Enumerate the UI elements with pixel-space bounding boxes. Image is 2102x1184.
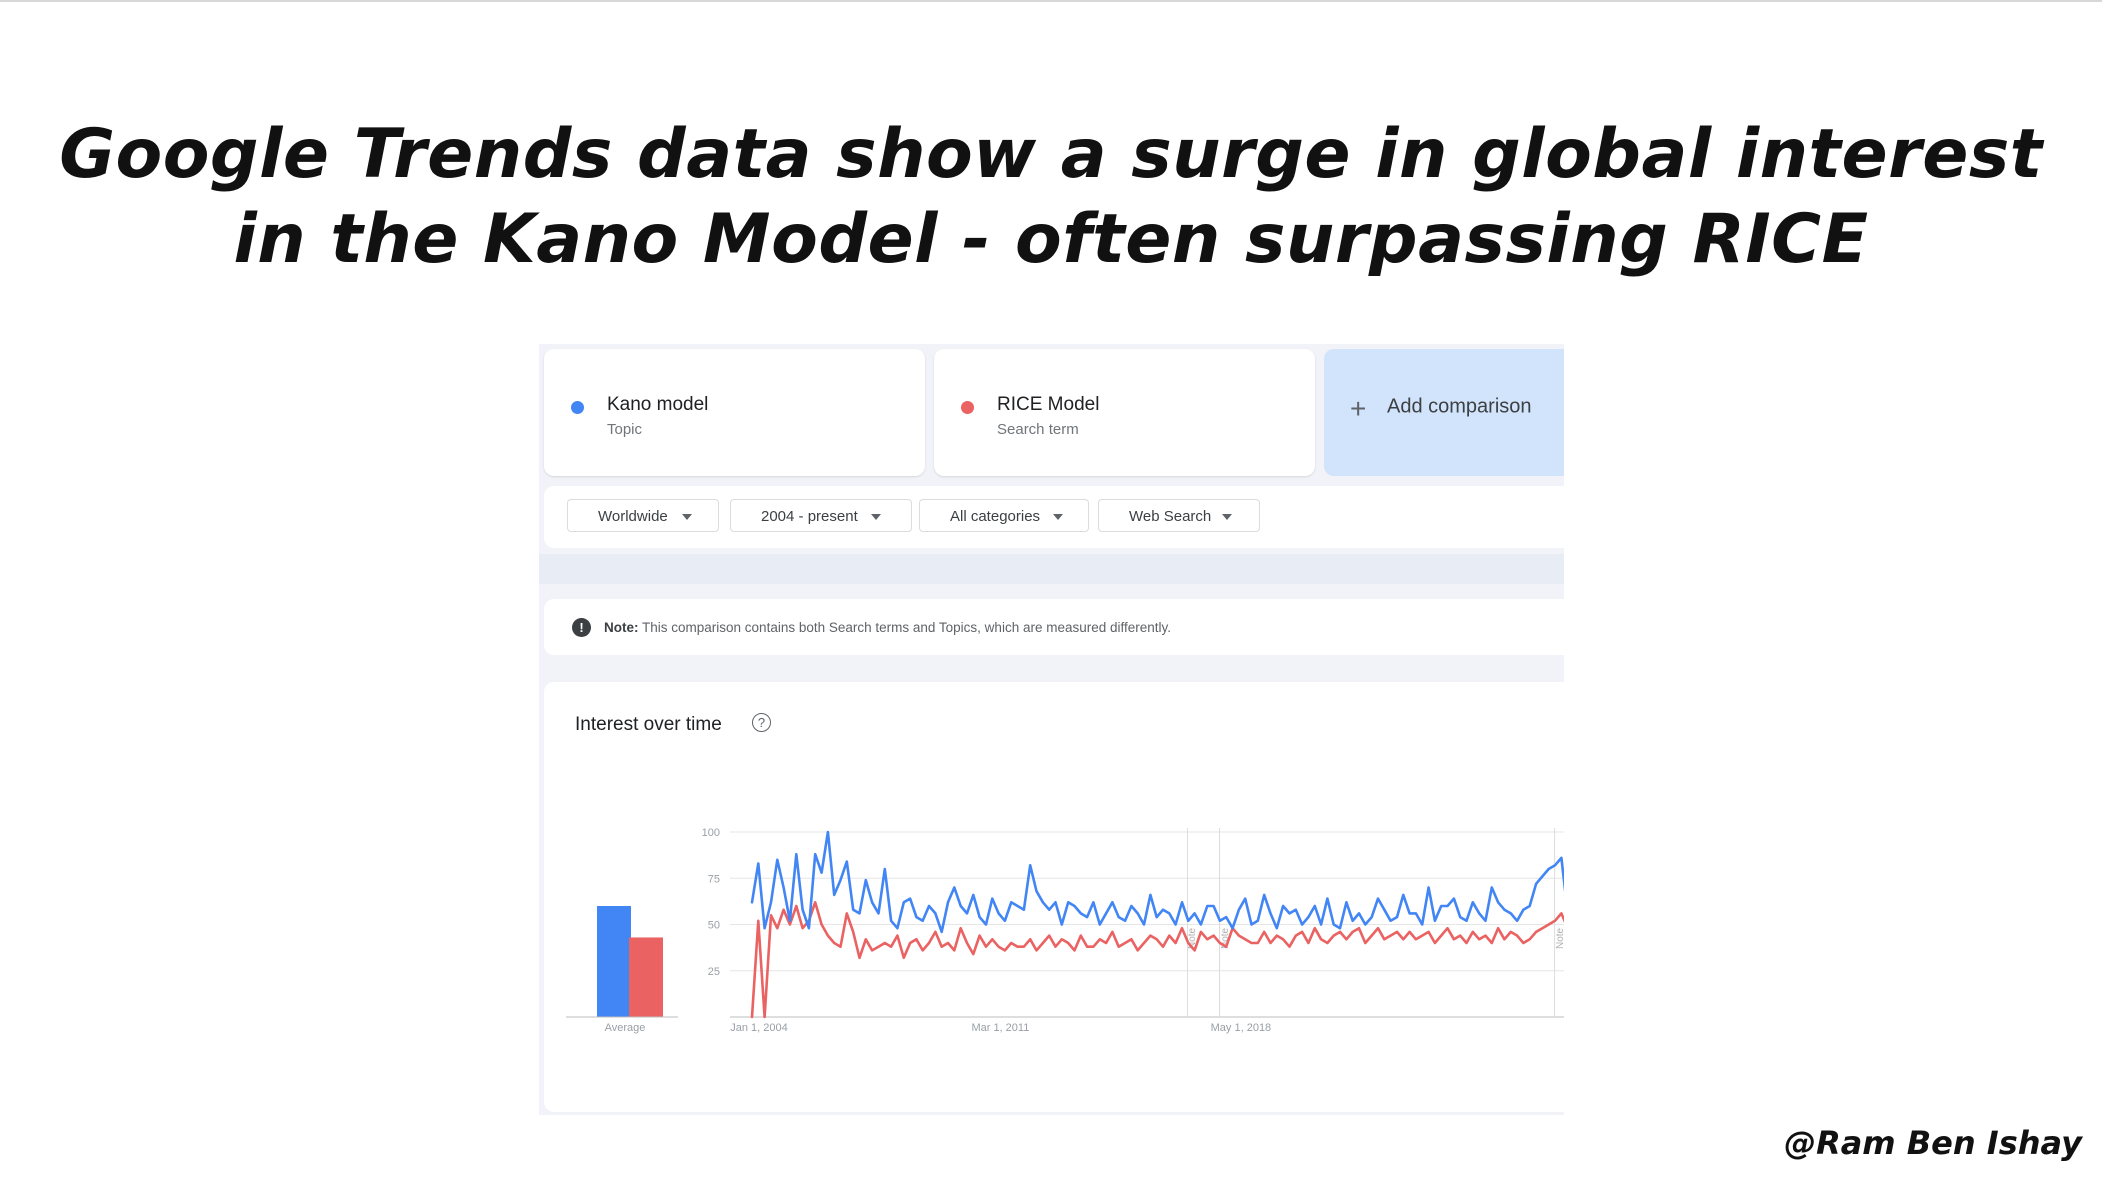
average-bar-kano bbox=[597, 906, 631, 1017]
term-name: RICE Model bbox=[997, 394, 1100, 415]
author-credit: @Ram Ben Ishay bbox=[1784, 1124, 2082, 1162]
note-bar: ! Note: This comparison contains both Se… bbox=[544, 599, 1564, 655]
interest-chart: 100 75 50 25 Average Note Note Note Jan 1, 2004 M… bbox=[566, 827, 1564, 1034]
x-tick-label: Jan 1, 2004 bbox=[730, 1022, 788, 1034]
chevron-down-icon bbox=[1053, 514, 1063, 520]
search-type-dropdown[interactable]: Web Search bbox=[1098, 499, 1260, 532]
x-tick-label: May 1, 2018 bbox=[1211, 1022, 1272, 1034]
add-comparison-label: Add comparison bbox=[1387, 395, 1532, 418]
note-marker-label: Note bbox=[1220, 927, 1231, 949]
info-icon: ! bbox=[572, 618, 591, 637]
time-range-value: 2004 - present bbox=[761, 508, 858, 525]
x-tick-label: Mar 1, 2011 bbox=[971, 1022, 1029, 1034]
term-card-rice[interactable]: RICE Model Search term bbox=[934, 349, 1315, 476]
slide-title-line-2: in the Kano Model - often surpassing RIC… bbox=[233, 200, 1869, 279]
chevron-down-icon bbox=[1222, 514, 1232, 520]
series-line-rice bbox=[750, 901, 1564, 1019]
series-line-kano bbox=[750, 830, 1564, 934]
region-dropdown[interactable]: Worldwide bbox=[567, 499, 719, 532]
term-name: Kano model bbox=[607, 394, 709, 415]
y-tick-label: 50 bbox=[708, 920, 720, 932]
y-tick-label: 100 bbox=[702, 827, 720, 839]
y-tick-label: 25 bbox=[708, 966, 720, 978]
note-marker-label: Note bbox=[1187, 927, 1198, 949]
kano-color-dot-icon bbox=[571, 401, 584, 414]
plus-icon: + bbox=[1350, 393, 1367, 424]
slide-title: Google Trends data show a surge in globa… bbox=[0, 112, 2102, 282]
google-trends-screenshot: Kano model Topic RICE Model Search term … bbox=[539, 344, 1564, 1115]
term-card-kano[interactable]: Kano model Topic bbox=[544, 349, 925, 476]
top-divider bbox=[0, 0, 2102, 2]
category-value: All categories bbox=[950, 508, 1041, 525]
time-range-dropdown[interactable]: 2004 - present bbox=[730, 499, 912, 532]
note-label: Note: bbox=[604, 620, 639, 635]
note-marker-label: Note bbox=[1555, 927, 1564, 949]
question-icon[interactable]: ? bbox=[752, 713, 771, 732]
category-dropdown[interactable]: All categories bbox=[919, 499, 1089, 532]
term-type: Search term bbox=[997, 421, 1079, 438]
interest-over-time-card: Interest over time ? 100 75 50 25 Average Not… bbox=[544, 682, 1564, 1112]
region-value: Worldwide bbox=[598, 508, 668, 525]
note-body: This comparison contains both Search ter… bbox=[642, 620, 1172, 635]
filter-bar: Worldwide 2004 - present All categories … bbox=[544, 486, 1564, 548]
add-comparison-button[interactable]: + Add comparison bbox=[1324, 349, 1564, 476]
chevron-down-icon bbox=[871, 514, 881, 520]
y-tick-label: 75 bbox=[708, 873, 720, 885]
chart-title: Interest over time bbox=[575, 714, 722, 735]
rice-color-dot-icon bbox=[961, 401, 974, 414]
chevron-down-icon bbox=[682, 514, 692, 520]
term-type: Topic bbox=[607, 421, 643, 438]
search-type-value: Web Search bbox=[1129, 508, 1212, 525]
section-divider-band bbox=[539, 554, 1564, 584]
average-bar-rice bbox=[629, 937, 663, 1017]
average-label: Average bbox=[605, 1022, 646, 1034]
slide-title-line-1: Google Trends data show a surge in globa… bbox=[59, 115, 2043, 194]
note-text: Note: This comparison contains both Sear… bbox=[604, 620, 1171, 635]
